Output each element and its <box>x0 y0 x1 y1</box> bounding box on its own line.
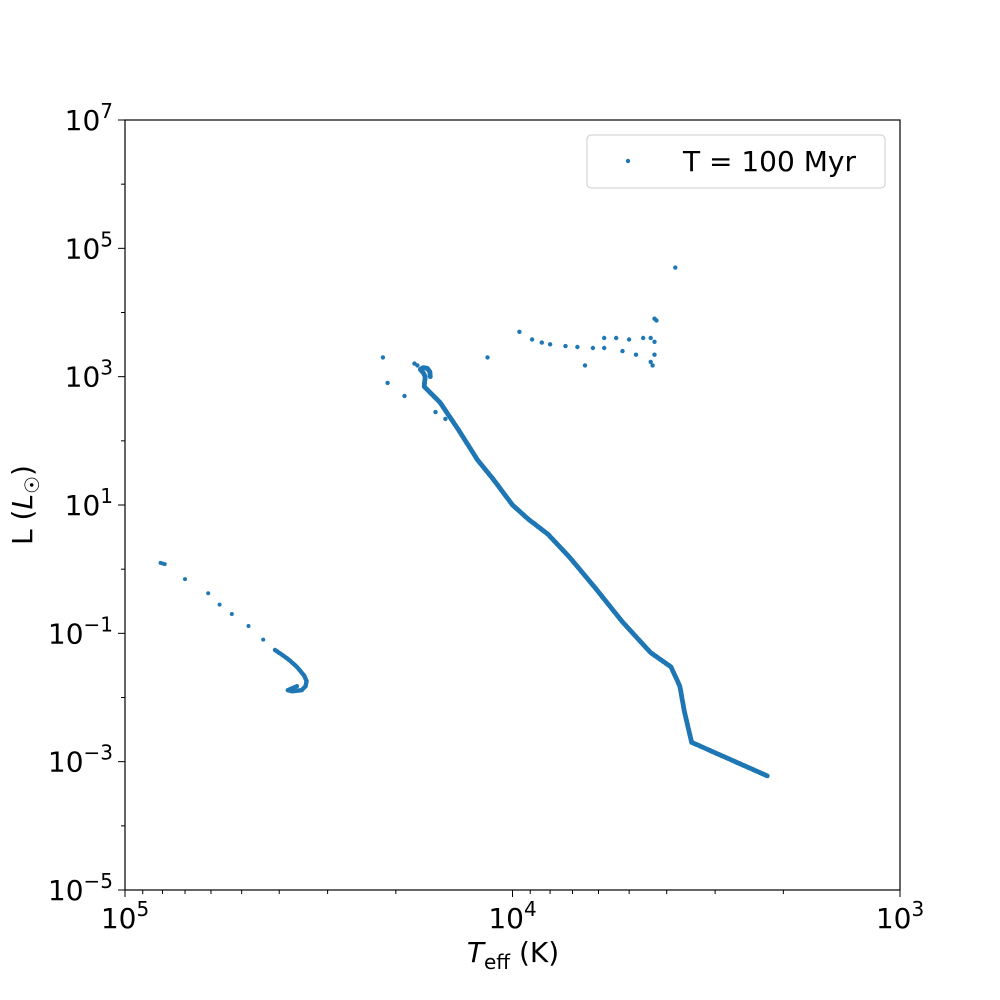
y-tick-label: 103 <box>65 356 113 394</box>
main-sequence-point <box>443 416 448 422</box>
giant-point <box>673 265 678 270</box>
axis-ticks: 105 104 103 10−5 10−3 10−1 101 103 105 107 <box>48 99 924 935</box>
legend-marker <box>625 158 631 164</box>
y-tick-label: 101 <box>65 484 113 522</box>
x-tick-label: 105 <box>101 897 149 935</box>
giant-point <box>582 363 588 368</box>
x-tick-label: 104 <box>488 897 536 935</box>
giant-point <box>547 342 553 347</box>
white-dwarf-point <box>229 612 234 616</box>
giant-point <box>575 344 580 350</box>
white-dwarf-point <box>294 684 300 689</box>
y-tick-label: 10−3 <box>48 741 113 779</box>
giant-point <box>648 335 653 341</box>
white-dwarf-point <box>217 602 222 607</box>
x-tick-label: 103 <box>876 897 924 935</box>
giant-point <box>485 355 490 360</box>
giant-point <box>650 363 655 368</box>
giant-point <box>517 329 522 334</box>
main-sequence-point <box>385 380 390 386</box>
x-axis-title: Teff (K) <box>467 936 559 974</box>
giant-point <box>539 340 544 345</box>
giant-point <box>602 345 607 351</box>
legend: T = 100 Myr <box>586 134 886 189</box>
main-sequence-point <box>380 355 386 360</box>
main-sequence-point <box>402 393 407 399</box>
giant-point <box>652 339 657 344</box>
legend-label: T = 100 Myr <box>682 145 856 178</box>
scatter-points <box>158 265 770 779</box>
main-sequence-point <box>415 363 420 368</box>
white-dwarf-point <box>246 624 251 628</box>
giant-point <box>620 348 625 354</box>
main-sequence-point <box>764 773 770 779</box>
main-sequence-point <box>433 409 438 415</box>
giant-point <box>602 335 607 341</box>
giant-point <box>648 359 653 365</box>
y-tick-label: 10−5 <box>48 869 113 907</box>
y-tick-label: 10−1 <box>48 612 113 650</box>
giant-point <box>614 335 619 341</box>
giant-point <box>563 343 568 349</box>
white-dwarf-point <box>206 591 211 596</box>
giant-point <box>626 337 632 342</box>
white-dwarf-point <box>261 637 266 642</box>
giant-point <box>529 337 535 342</box>
giant-point <box>654 318 659 323</box>
white-dwarf-point <box>162 562 167 567</box>
giant-point <box>633 352 639 357</box>
white-dwarf-point <box>183 577 187 582</box>
y-tick-label: 107 <box>65 99 113 137</box>
giant-point <box>641 335 646 341</box>
giant-point <box>590 345 596 351</box>
legend-box <box>586 134 886 189</box>
giant-point <box>652 352 657 357</box>
y-tick-label: 105 <box>65 227 113 265</box>
